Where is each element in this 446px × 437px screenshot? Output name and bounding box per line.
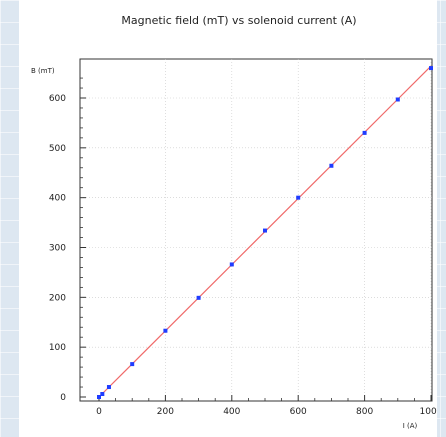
- series-layer: [97, 65, 433, 399]
- data-point: [395, 97, 400, 102]
- x-tick-label: 0: [96, 407, 102, 417]
- y-tick-label: 600: [49, 94, 66, 104]
- data-point: [362, 130, 367, 135]
- data-point: [429, 66, 433, 71]
- data-point: [130, 362, 135, 367]
- y-tick-label: 0: [60, 393, 66, 403]
- x-axis-title: I (A): [403, 422, 418, 430]
- y-tick-label: 300: [49, 244, 66, 254]
- data-point: [329, 163, 334, 168]
- y-tick-label: 100: [49, 343, 66, 353]
- data-point: [163, 328, 168, 333]
- x-tick-label: 200: [157, 407, 174, 417]
- chart-panel: Magnetic field (mT) vs solenoid current …: [19, 0, 437, 437]
- data-point: [97, 395, 101, 399]
- chart-title: Magnetic field (mT) vs solenoid current …: [121, 14, 356, 27]
- plot-area: [79, 58, 433, 402]
- data-point: [106, 385, 111, 390]
- data-point: [196, 295, 201, 300]
- grid-layer: [80, 59, 432, 401]
- data-point: [263, 228, 267, 233]
- y-tick-label: 500: [49, 144, 66, 154]
- x-tick-label: 600: [290, 407, 307, 417]
- data-point: [296, 195, 301, 200]
- y-axis-title: B (mT): [31, 67, 55, 75]
- data-point: [229, 262, 234, 267]
- y-tick-label: 200: [49, 293, 66, 303]
- y-tick-label: 400: [49, 194, 66, 204]
- x-tick-label: 400: [223, 407, 240, 417]
- data-point: [100, 392, 105, 397]
- x-tick-label: 800: [356, 407, 373, 417]
- chart-svg: Magnetic field (mT) vs solenoid current …: [31, 14, 437, 430]
